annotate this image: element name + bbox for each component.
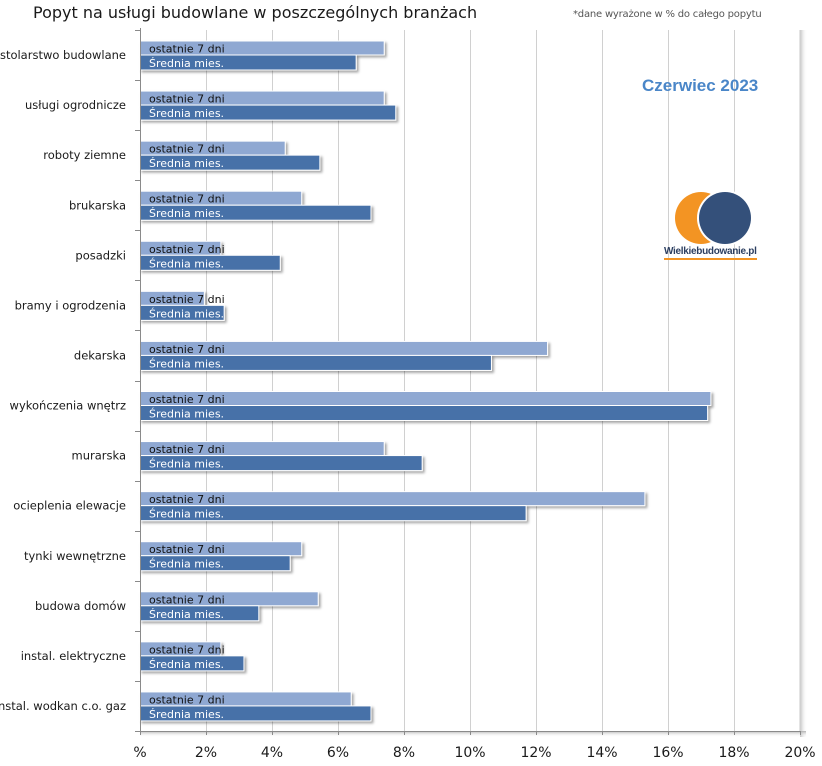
bar-series-label: ostatnie 7 dni bbox=[149, 493, 225, 506]
logo-navy-circle bbox=[699, 192, 751, 244]
category-label: murarska bbox=[72, 449, 127, 463]
category-bar-group: ostatnie 7 dni Średnia mies. bbox=[139, 591, 319, 622]
bar-series-label: Średnia mies. bbox=[149, 658, 224, 671]
category-label: dekarska bbox=[74, 348, 126, 362]
category-bar-group: ostatnie 7 dni Średnia mies. bbox=[139, 491, 646, 522]
bar-series-label: Średnia mies. bbox=[149, 157, 224, 170]
bar-series-label: Średnia mies. bbox=[149, 107, 224, 120]
category-bar-group: ostatnie 7 dni Średnia mies. bbox=[139, 541, 303, 572]
x-tick-label: % bbox=[133, 745, 146, 761]
bar-series-label: ostatnie 7 dni bbox=[149, 143, 225, 156]
x-tick-label: 16% bbox=[652, 745, 683, 761]
category-bar-group: ostatnie 7 dni Średnia mies. bbox=[139, 641, 245, 672]
bar-series-label: Średnia mies. bbox=[149, 558, 224, 571]
x-tick-label: 18% bbox=[718, 745, 749, 761]
category-label: posadzki bbox=[75, 248, 126, 262]
x-tick-labels: % 2% 4% 6% 8% 10% 12% 14% 16% 18% 20% bbox=[133, 745, 815, 761]
category-bar-group: ostatnie 7 dni Średnia mies. bbox=[139, 691, 372, 722]
category-label: usługi ogrodnicze bbox=[25, 98, 126, 112]
x-tick-label: 10% bbox=[454, 745, 485, 761]
category-bar-group: ostatnie 7 dni Średnia mies. bbox=[139, 391, 712, 421]
category-label: instal. wodkan c.o. gaz bbox=[0, 699, 126, 713]
x-tick-label: 14% bbox=[586, 745, 617, 761]
category-label: roboty ziemne bbox=[43, 148, 126, 162]
bar-series-label: ostatnie 7 dni bbox=[149, 343, 225, 356]
category-label: tynki wewnętrzne bbox=[24, 549, 126, 563]
bar-series-label: ostatnie 7 dni bbox=[149, 43, 225, 56]
chart-title: Popyt na usługi budowlane w poszczególny… bbox=[33, 3, 478, 22]
bar-series-label: ostatnie 7 dni bbox=[149, 243, 225, 256]
category-label: wykończenia wnętrz bbox=[10, 399, 126, 413]
bar-series-label: ostatnie 7 dni bbox=[149, 393, 225, 406]
bar-series-label: Średnia mies. bbox=[149, 307, 224, 320]
x-tick-label: 2% bbox=[195, 745, 217, 761]
logo-text: Wielkiebudowanie.pl bbox=[664, 246, 757, 260]
bar-series-label: Średnia mies. bbox=[149, 357, 224, 370]
bar-series-label: Średnia mies. bbox=[149, 207, 224, 220]
x-tick-label: 4% bbox=[261, 745, 283, 761]
bar-series-label: Średnia mies. bbox=[149, 57, 224, 70]
bar-series-label: Średnia mies. bbox=[149, 458, 224, 471]
axes bbox=[135, 28, 801, 735]
category-bar-group: ostatnie 7 dni Średnia mies. bbox=[139, 441, 423, 472]
bar-series-label: Średnia mies. bbox=[149, 508, 224, 521]
bar-series-label: ostatnie 7 dni bbox=[149, 693, 225, 706]
bar-series-label: Średnia mies. bbox=[149, 408, 224, 421]
category-label: stolarstwo budowlane bbox=[0, 48, 126, 62]
x-tick-label: 20% bbox=[784, 745, 815, 761]
plot-shadow-bottom bbox=[140, 731, 806, 737]
category-labels: stolarstwo budowlane usługi ogrodnicze rob… bbox=[0, 48, 126, 713]
bar-series-label: ostatnie 7 dni bbox=[149, 593, 225, 606]
bar-series-label: Średnia mies. bbox=[149, 257, 224, 270]
bar-series-label: ostatnie 7 dni bbox=[149, 193, 225, 206]
bar-series-label: ostatnie 7 dni bbox=[149, 543, 225, 556]
logo-icon bbox=[675, 190, 753, 246]
category-label: ocieplenia elewacje bbox=[13, 499, 126, 513]
x-tick-label: 8% bbox=[393, 745, 415, 761]
plot-frame bbox=[140, 30, 807, 737]
chart-note: *dane wyrażone w % do całego popytu bbox=[573, 9, 762, 20]
category-label: budowa domów bbox=[35, 599, 126, 613]
x-tick-label: 12% bbox=[520, 745, 551, 761]
gridlines bbox=[206, 30, 801, 731]
bar-series-label: ostatnie 7 dni bbox=[149, 443, 225, 456]
bar-ostatnie-7-dni bbox=[139, 391, 712, 406]
bar-series-label: ostatnie 7 dni bbox=[149, 643, 225, 656]
bar-series-label: Średnia mies. bbox=[149, 708, 224, 721]
plot-shadow-right bbox=[800, 30, 807, 737]
category-label: brukarska bbox=[69, 198, 126, 212]
period-label: Czerwiec 2023 bbox=[642, 76, 759, 95]
bar-series-label: ostatnie 7 dni bbox=[149, 93, 225, 106]
x-tick-label: 6% bbox=[327, 745, 349, 761]
category-label: bramy i ogrodzenia bbox=[15, 298, 126, 312]
category-label: instal. elektryczne bbox=[21, 649, 126, 663]
bar-series-label: Średnia mies. bbox=[149, 608, 224, 621]
bar-series-label: ostatnie 7 dni bbox=[149, 293, 225, 306]
bar-srednia-mies bbox=[139, 405, 709, 421]
